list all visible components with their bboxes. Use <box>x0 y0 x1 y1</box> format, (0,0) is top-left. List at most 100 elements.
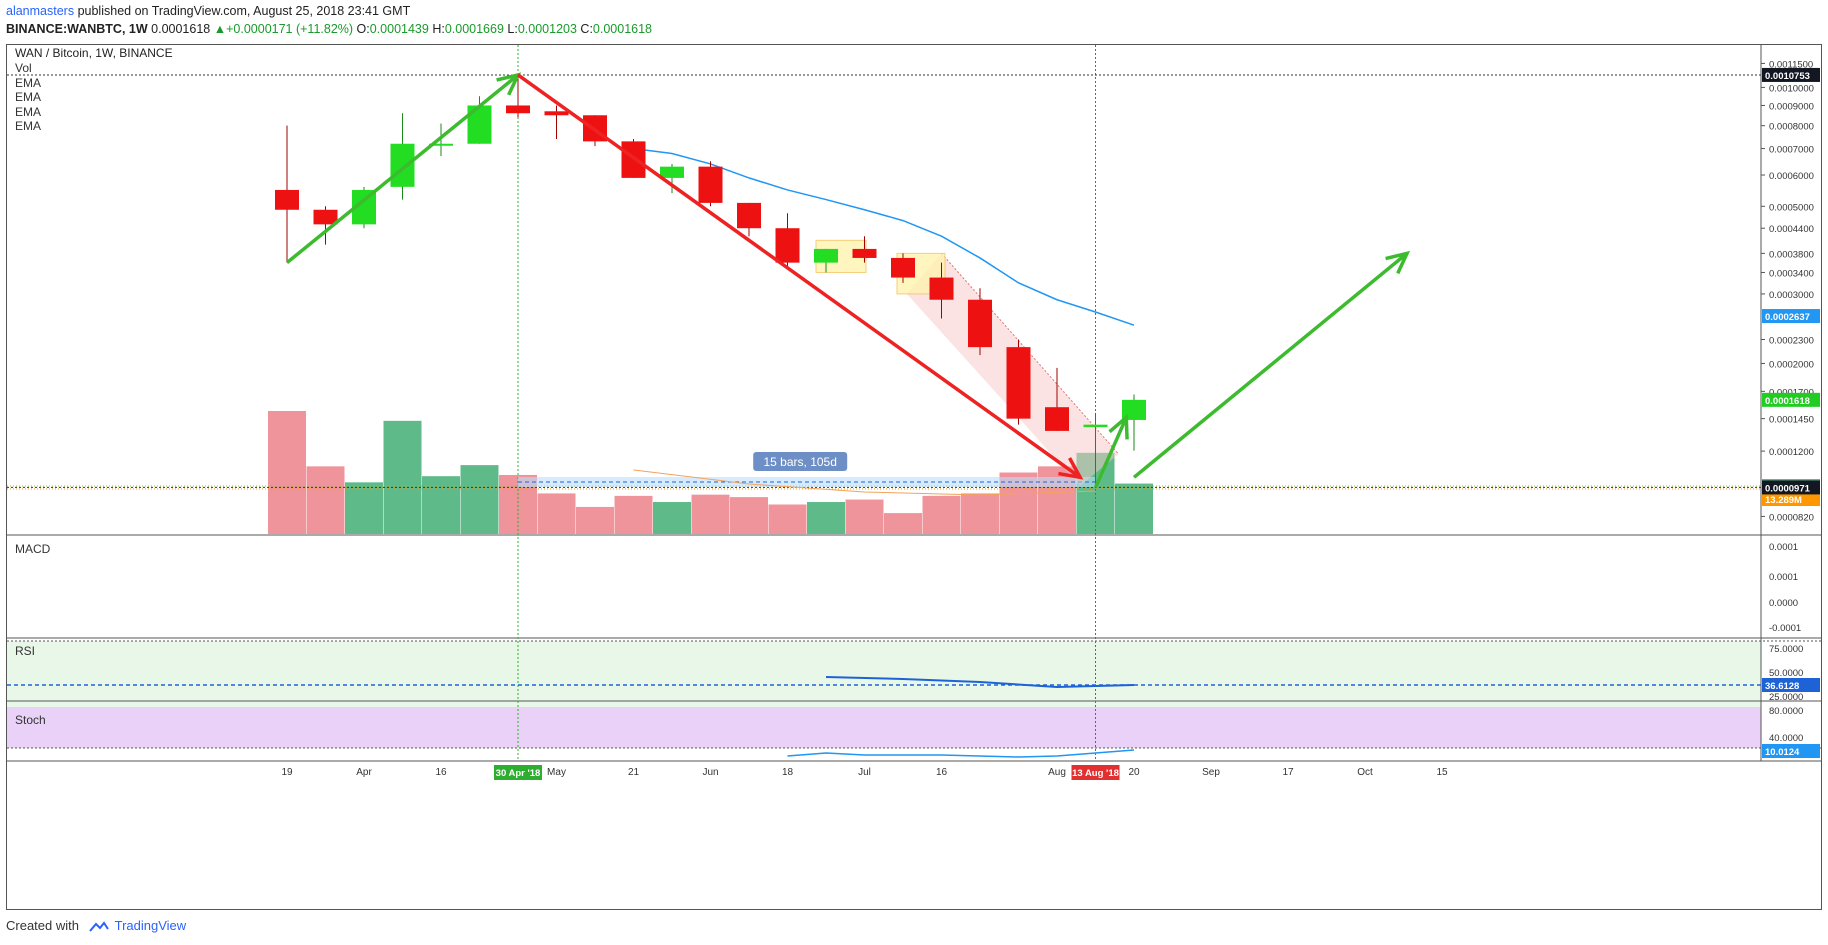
candle-body <box>1122 399 1146 420</box>
x-axis-label: 19 <box>281 767 293 778</box>
stoch-value-badge: 10.0124 <box>1765 747 1800 758</box>
uptrend-arrow <box>285 73 520 265</box>
x-axis-label: 15 <box>1436 767 1448 778</box>
last-price-badge-box <box>1762 392 1820 407</box>
measure-label-box <box>753 452 848 471</box>
ema-price-badge: 0.0002637 <box>1765 312 1810 323</box>
rebound-arrow <box>1093 416 1128 489</box>
tradingview-logo-icon <box>88 920 109 932</box>
macd-axis-label: 0.0001 <box>1769 542 1798 553</box>
measure-label: 15 bars, 105d <box>764 455 837 469</box>
x-axis-label: Aug <box>1048 767 1066 778</box>
x-axis-label: 17 <box>1282 767 1294 778</box>
symbol-label: BINANCE:WANBTC, 1W <box>6 22 148 36</box>
y-axis-label: 0.0004400 <box>1769 224 1814 235</box>
high-price-badge-box <box>1762 67 1820 82</box>
candle-body <box>544 111 569 116</box>
created-with-label: Created with <box>6 918 79 933</box>
up-arrow-icon: ▲ <box>213 22 227 36</box>
candle-body <box>929 277 954 300</box>
end-date-label: 13 Aug '18 <box>1072 768 1119 779</box>
volume-bar <box>345 482 383 534</box>
candle-body <box>275 189 299 210</box>
downtrend-arrow <box>516 73 1082 479</box>
candle-body <box>852 248 877 258</box>
price-change: +0.0000171 (+11.82%) <box>226 22 354 36</box>
author-link[interactable]: alanmasters <box>6 4 75 18</box>
rsi-axis-label: 50.0000 <box>1769 668 1803 679</box>
downtrend-arrow-head <box>1058 457 1084 480</box>
low-price-badge-box <box>1762 480 1820 495</box>
volume-bar <box>884 513 922 534</box>
volume-bar <box>922 495 961 534</box>
stoch-pane-background <box>7 707 1761 748</box>
ema-line <box>633 147 1135 326</box>
volume-bar <box>807 502 845 534</box>
y-axis-label: 0.0007000 <box>1769 145 1814 156</box>
chart-area[interactable]: WAN / Bitcoin, 1W, BINANCE Vol EMA EMA E… <box>6 44 1822 910</box>
volume-bar <box>537 493 576 534</box>
x-axis-label: Jul <box>858 767 871 778</box>
end-date-label-box <box>1071 765 1120 780</box>
y-axis-label: 0.0002300 <box>1769 336 1814 347</box>
volume-bar <box>1115 483 1153 534</box>
indicator-label-ema2: EMA <box>15 90 41 104</box>
volume-bar <box>268 411 306 534</box>
volume-bar <box>614 495 653 534</box>
volume-bar <box>961 493 999 534</box>
volume-ma-badge-box <box>1762 492 1820 506</box>
x-axis-label: 18 <box>782 767 794 778</box>
rsi-pane-background <box>7 641 1761 711</box>
ema-price-badge-box <box>1762 309 1820 324</box>
tradingview-link[interactable]: TradingView <box>114 918 187 933</box>
y-axis-label: 0.0002000 <box>1769 359 1814 370</box>
candle-body <box>737 202 761 229</box>
candle-body <box>775 228 800 263</box>
stoch-axis-label: 40.0000 <box>1769 733 1803 744</box>
close-label: C: <box>580 22 593 36</box>
macd-label: MACD <box>15 542 51 556</box>
candle-body <box>390 143 415 187</box>
publish-info: published on TradingView.com, August 25,… <box>77 4 411 18</box>
y-axis-label: 0.0001200 <box>1769 447 1814 458</box>
volume-ma-badge: 13.289M <box>1765 495 1802 506</box>
last-price-badge: 0.0001618 <box>1765 396 1810 407</box>
indicator-label-ema1: EMA <box>15 76 41 90</box>
candle-body <box>660 166 684 178</box>
y-axis-label: 0.0003000 <box>1769 290 1814 301</box>
rsi-axis-label: 75.0000 <box>1769 644 1803 655</box>
y-axis-label: 0.0008000 <box>1769 122 1814 133</box>
high-value: 0.0001669 <box>444 22 504 36</box>
volume-bar <box>306 466 345 534</box>
y-axis-label: 0.0006000 <box>1769 171 1814 182</box>
low-label: L: <box>507 22 518 36</box>
y-axis-label: 0.0010000 <box>1769 83 1814 94</box>
volume-bar <box>768 504 807 534</box>
high-price-badge: 0.0010753 <box>1765 71 1810 82</box>
volume-bar <box>845 499 884 534</box>
volume-ma-curve <box>633 469 1096 496</box>
stoch-value-badge-box <box>1762 744 1820 758</box>
projection-arrow <box>1132 252 1409 479</box>
volume-bar <box>460 465 499 534</box>
candle-body <box>1045 407 1069 431</box>
candle-body <box>968 299 992 348</box>
publish-line: alanmasters published on TradingView.com… <box>6 4 410 18</box>
candle-body <box>506 105 530 114</box>
projection-arrow-head <box>1385 250 1411 275</box>
y-axis-label: 0.0009000 <box>1769 101 1814 112</box>
x-axis-label: Oct <box>1357 767 1373 778</box>
volume-bar <box>730 497 768 534</box>
y-axis-label: 0.0005000 <box>1769 202 1814 213</box>
price-chart[interactable]: WAN / Bitcoin, 1W, BINANCE Vol EMA EMA E… <box>7 45 1821 909</box>
high-label: H: <box>432 22 445 36</box>
x-axis-label: 16 <box>936 767 948 778</box>
volume-bar <box>576 506 614 534</box>
candle-body <box>814 248 838 263</box>
ohlc-line: BINANCE:WANBTC, 1W 0.0001618 ▲+0.0000171… <box>6 22 652 36</box>
macd-axis-label: 0.0000 <box>1769 598 1798 609</box>
low-value: 0.0001203 <box>517 22 577 36</box>
rsi-value-badge: 36.6128 <box>1765 681 1799 692</box>
candle-body <box>1006 347 1031 419</box>
volume-bar <box>422 476 460 534</box>
